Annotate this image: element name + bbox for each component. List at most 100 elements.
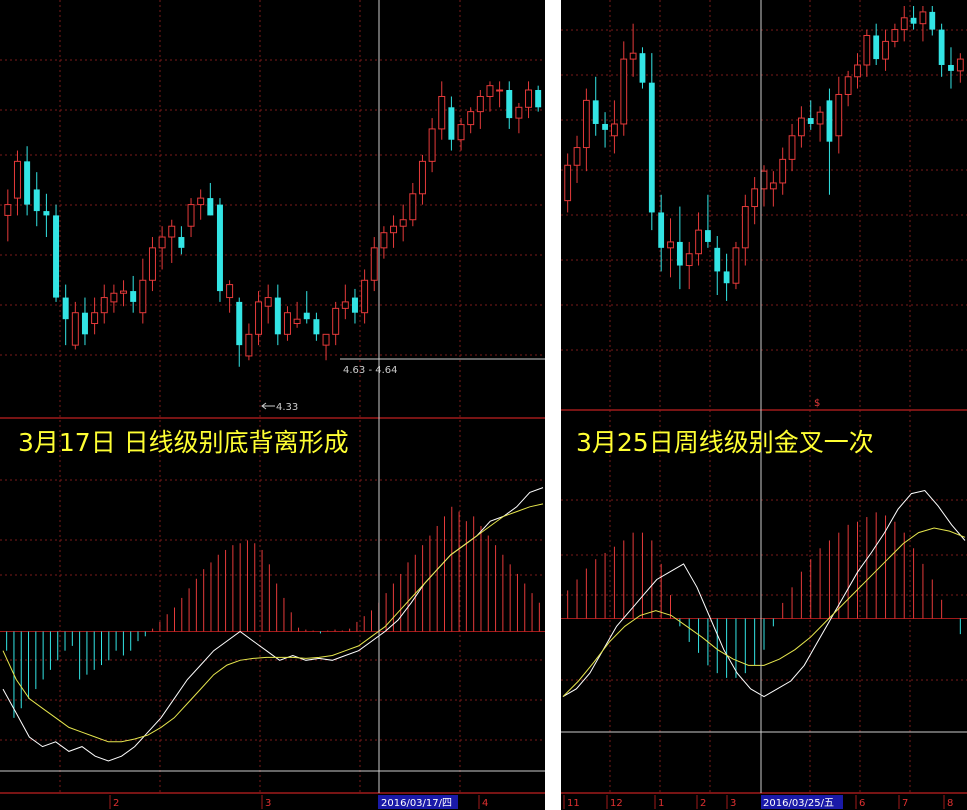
right-dea-line: [562, 527, 966, 697]
candle-body-down: [448, 107, 455, 140]
x-tick-label: 2: [700, 798, 706, 809]
candle-body-down: [351, 297, 358, 313]
candle-body-up: [438, 95, 446, 130]
candle-body-up: [370, 247, 378, 281]
left-panel-background: [0, 0, 545, 810]
candle-body-up: [779, 158, 787, 184]
candle-body-down: [506, 90, 513, 119]
candle-body-up: [863, 34, 871, 66]
candle-body-up: [515, 106, 523, 119]
candle-body-up: [695, 229, 702, 255]
low-marker-label: 4.33: [276, 402, 298, 413]
candle-body-down: [216, 204, 223, 292]
right-cursor-date: 2016/03/25/五: [763, 798, 834, 809]
candle-body-down: [313, 319, 320, 335]
candle-body-down: [826, 100, 833, 142]
right-weekly-panel: $ 3月25日周线级别金叉一次 11 12 1 2 3 6 7 8 2016/03/25/五: [561, 0, 967, 810]
right-panel-background: [561, 0, 967, 810]
candle-body-down: [948, 64, 954, 71]
left-grid: [0, 0, 545, 793]
candle-body-up: [582, 99, 590, 149]
candle-body-up: [620, 58, 628, 125]
candle-body-down: [24, 161, 31, 205]
left-cursor-price-label: 4.63 - 4.64: [343, 365, 398, 376]
left-x-axis: 2 3 4: [109, 795, 488, 809]
left-dea-line: [2, 503, 544, 743]
candle-body-up: [476, 95, 484, 113]
candle-body-down: [938, 29, 945, 65]
candle-body-up: [283, 312, 291, 335]
candle-body-up: [4, 204, 12, 216]
candle-body-down: [43, 211, 50, 216]
candle-body-up: [685, 253, 693, 267]
x-tick-label: 3: [265, 798, 271, 809]
candle-body-down: [207, 198, 214, 216]
candle-body-up: [788, 135, 796, 160]
x-tick-label: 4: [482, 798, 488, 809]
candle-body-up: [390, 225, 398, 234]
candle-body-up: [418, 160, 426, 195]
candle-body-up: [797, 117, 805, 137]
candle-body-down: [178, 237, 185, 248]
candle-body-up: [13, 160, 21, 199]
candle-body-up: [611, 123, 618, 137]
candle-body-up: [168, 225, 176, 238]
candle-body-up: [467, 111, 475, 126]
candle-body-up: [760, 170, 768, 190]
candle-body-down: [303, 312, 310, 320]
candle-body-up: [71, 312, 79, 346]
candle-body-up: [769, 182, 777, 190]
candle-body-up: [732, 247, 740, 284]
candle-body-up: [139, 279, 147, 314]
x-tick-label: 2: [113, 798, 119, 809]
candle-body-down: [807, 118, 814, 124]
candle-body-up: [399, 219, 407, 227]
candle-body-up: [919, 11, 927, 25]
candle-body-down: [639, 53, 646, 83]
candle-body-up: [332, 307, 340, 335]
candle-body-up: [564, 164, 572, 202]
candle-body-down: [648, 82, 655, 213]
candle-body-up: [380, 232, 388, 249]
candle-body-down: [535, 90, 542, 108]
candle-body-up: [293, 318, 301, 325]
candle-body-down: [658, 212, 665, 248]
right-grid: [561, 0, 967, 793]
left-annotation: 3月17日 日线级别底背离形成: [18, 428, 349, 457]
candle-body-down: [676, 241, 683, 266]
candle-body-up: [409, 193, 417, 221]
panel-separator: [545, 0, 561, 810]
candle-body-up: [457, 124, 465, 141]
candle-body-up: [187, 204, 195, 227]
candle-body-up: [496, 89, 504, 92]
right-annotation: 3月25日周线级别金叉一次: [576, 428, 874, 457]
candle-body-up: [525, 89, 533, 108]
right-candles: [564, 6, 964, 301]
candle-body-down: [236, 301, 243, 346]
candle-body-up: [148, 247, 156, 281]
x-tick-label: 8: [947, 798, 953, 809]
candle-body-down: [33, 189, 40, 212]
candle-body-up: [361, 279, 369, 314]
left-daily-panel: 4.63 - 4.64 4.33 3月17日 日线级别底背离形成 2 3 4 201…: [0, 0, 545, 810]
candle-body-down: [910, 17, 917, 24]
candle-body-down: [53, 215, 60, 298]
candle-body-up: [816, 111, 824, 125]
candle-body-up: [197, 197, 205, 206]
candle-body-up: [741, 206, 749, 249]
candle-body-up: [226, 284, 234, 299]
low-marker-arrowhead: [261, 402, 267, 410]
candle-body-down: [62, 297, 69, 320]
candle-body-up: [956, 58, 964, 72]
candle-body-up: [255, 301, 263, 335]
candle-body-up: [486, 85, 494, 97]
right-macd-bars: [561, 512, 967, 678]
right-dollar-marker: $: [814, 398, 820, 409]
x-tick-label: 11: [567, 798, 580, 809]
candle-body-up: [158, 236, 166, 249]
candle-body-up: [264, 297, 272, 307]
x-tick-label: 7: [902, 798, 908, 809]
candle-body-up: [120, 290, 128, 294]
candle-body-up: [844, 76, 852, 95]
